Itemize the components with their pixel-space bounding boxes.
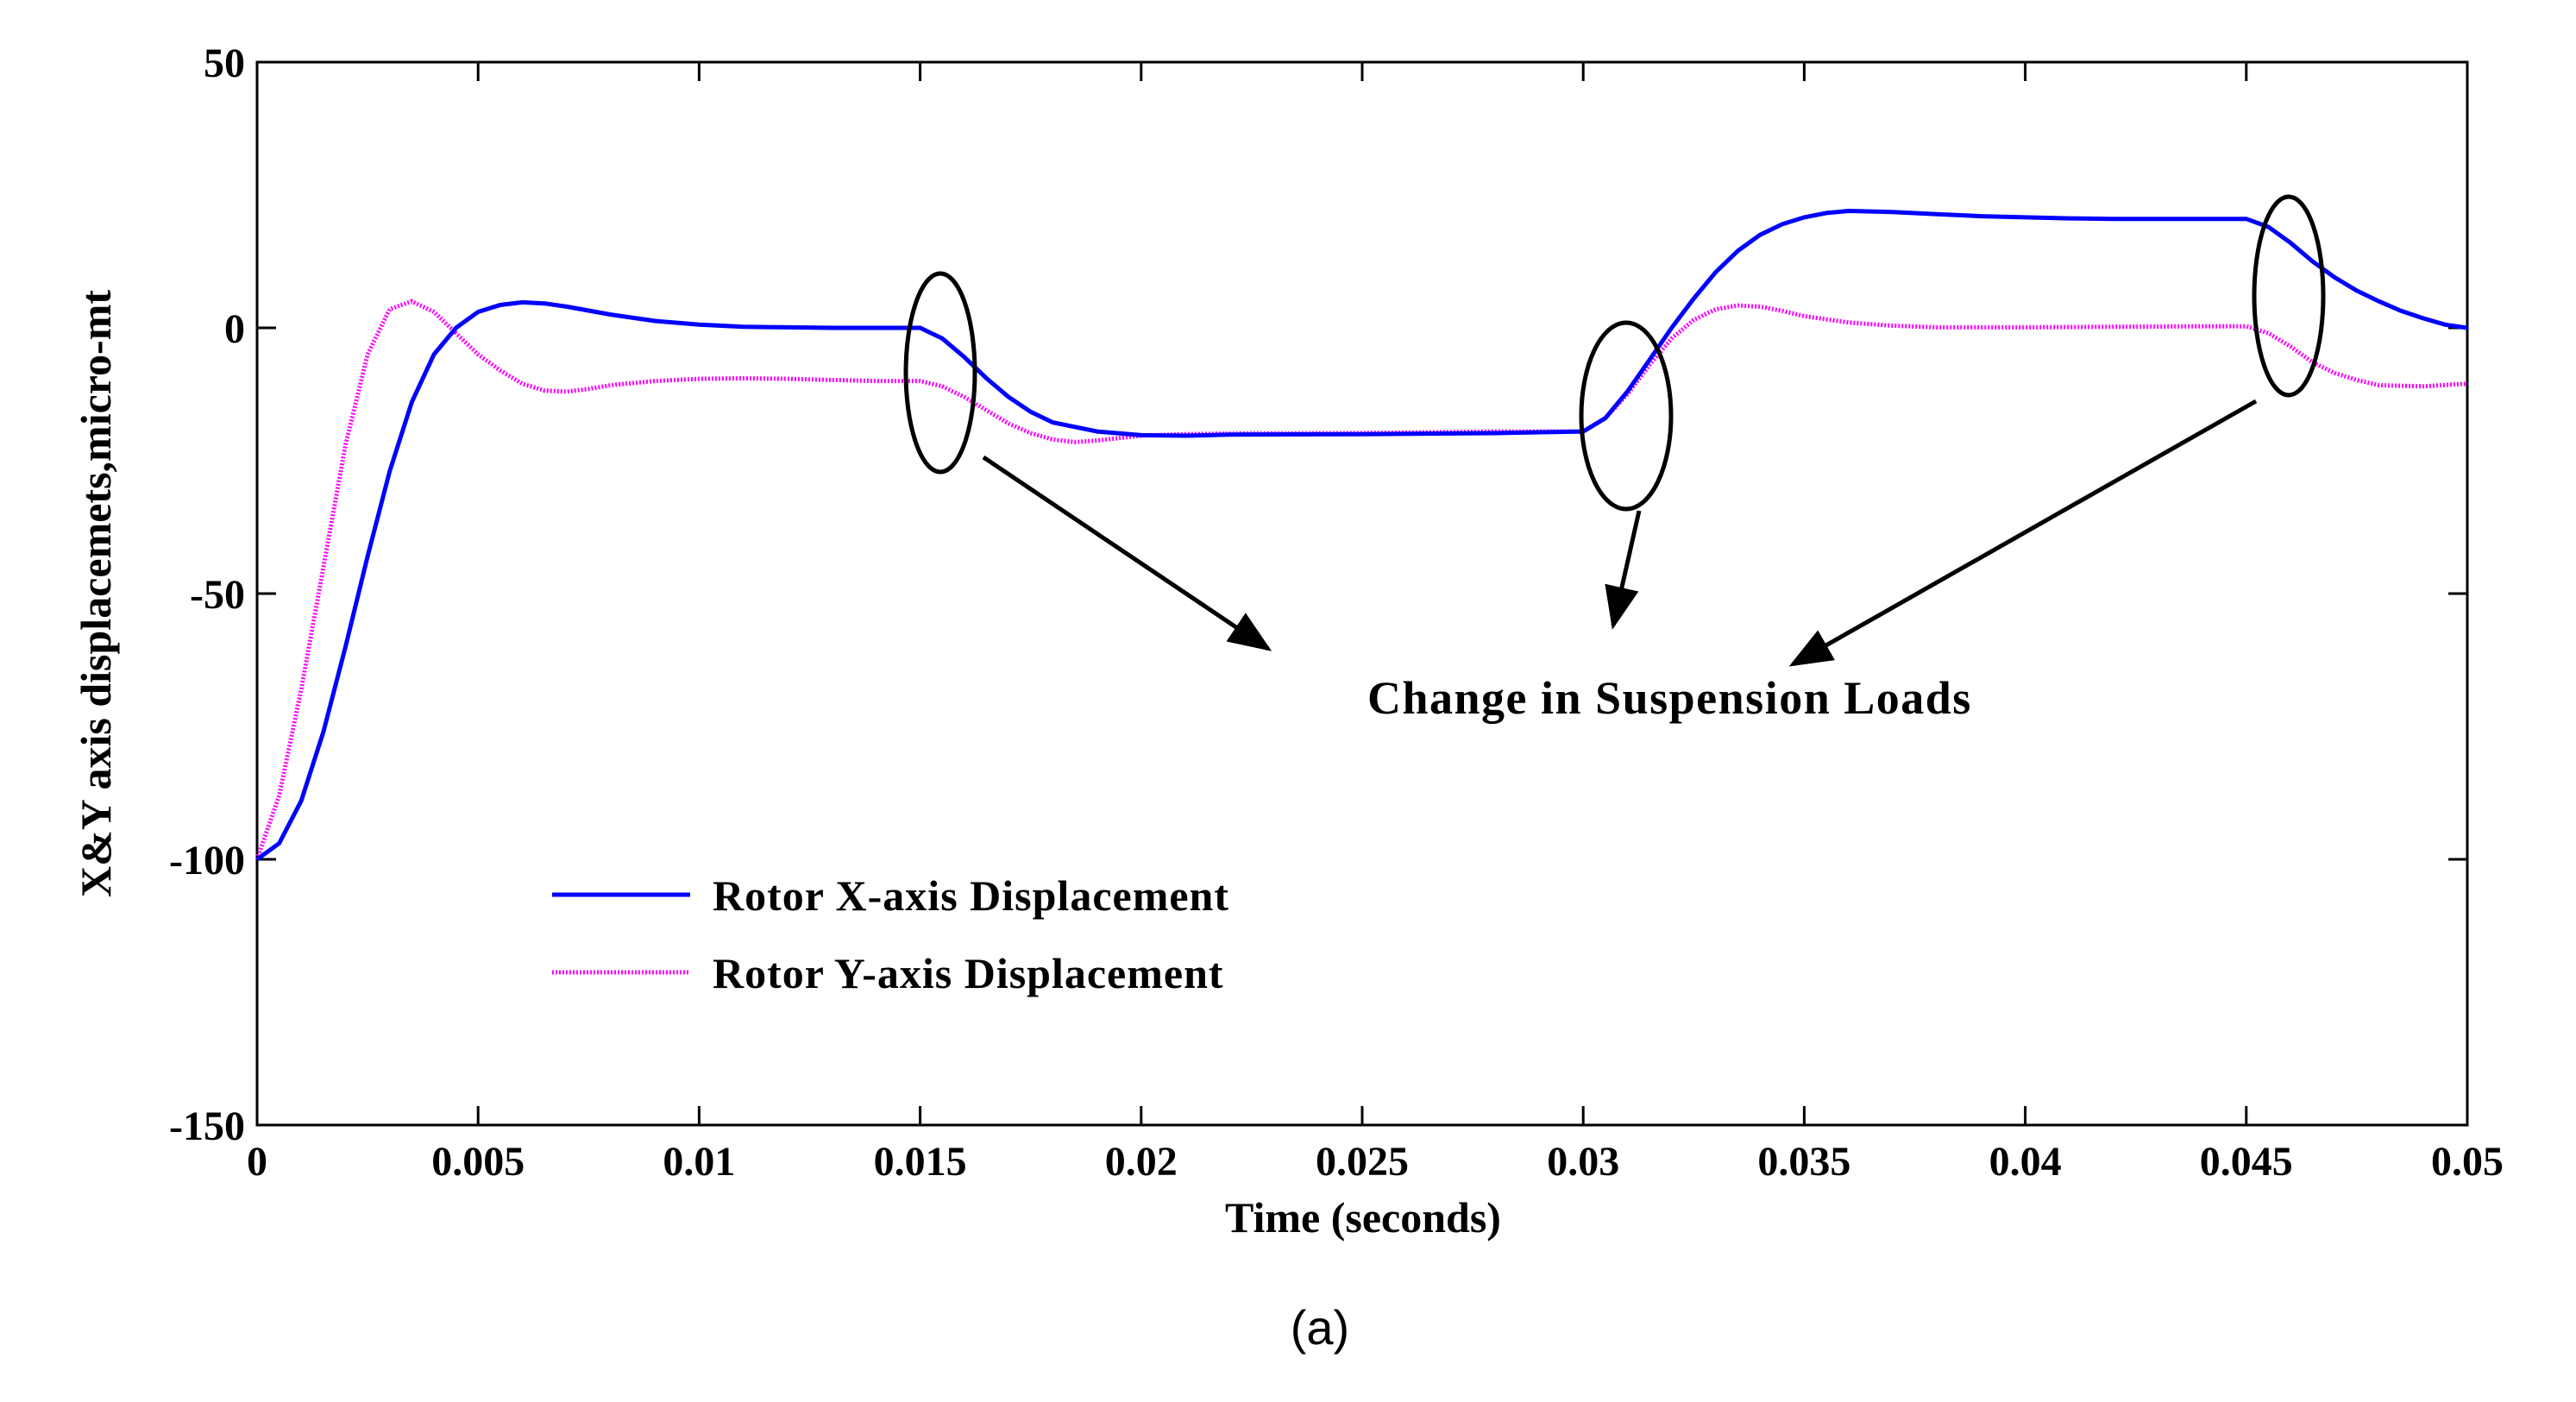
x-axis-title: Time (seconds)	[1225, 1193, 1501, 1242]
x-tick-label: 0	[247, 1139, 267, 1185]
y-axis-title: X&Y axis displacemets,micro-mt	[72, 290, 120, 897]
y-tick-label: -50	[190, 572, 245, 618]
series-rotor-x-axis-line	[255, 208, 2468, 862]
x-tick-label: 0.035	[1757, 1139, 1850, 1185]
x-tick-label: 0.05	[2431, 1139, 2504, 1185]
y-tick-label: -100	[169, 838, 245, 883]
annotation-group: Change in Suspension Loads	[903, 194, 2326, 724]
x-tick-label: 0.045	[2200, 1139, 2293, 1185]
annotation-ellipse-2	[1579, 320, 1674, 512]
x-tick-label: 0.02	[1105, 1139, 1178, 1185]
annotation-arrow-3	[1788, 399, 2258, 667]
legend: Rotor X-axis Displacement Rotor Y-axis D…	[552, 871, 1229, 997]
figure-caption: (a)	[1291, 1300, 1349, 1355]
annotation-arrow-2	[1605, 510, 1642, 630]
legend-label-y: Rotor Y-axis Displacement	[713, 949, 1224, 997]
x-tick-label: 0.015	[874, 1139, 967, 1185]
x-tick-label: 0.025	[1316, 1139, 1409, 1185]
annotation-ellipse-3	[2252, 194, 2326, 398]
y-tick-label: 50	[204, 41, 245, 86]
annotation-arrow-1	[982, 455, 1272, 651]
y-tick-label: -150	[169, 1103, 245, 1149]
x-tick-label: 0.005	[431, 1139, 525, 1185]
y-tick-label: 0	[224, 306, 245, 352]
annotation-label: Change in Suspension Loads	[1367, 672, 1972, 724]
x-tick-label: 0.01	[663, 1139, 735, 1185]
x-tick-label: 0.04	[1989, 1139, 2062, 1185]
plot-area-frame	[255, 60, 2469, 1127]
x-tick-label: 0.03	[1547, 1139, 1619, 1185]
annotation-ellipse-1	[903, 271, 977, 475]
x-axis: 0 0.005 0.01 0.015 0.02 0.025 0.03 0.035 0.04 0.0…	[247, 62, 2504, 1185]
legend-label-x: Rotor X-axis Displacement	[713, 871, 1229, 920]
